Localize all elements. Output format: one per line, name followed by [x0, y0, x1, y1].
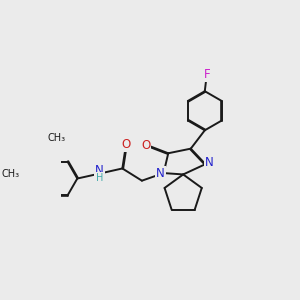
Text: H: H	[96, 173, 103, 183]
Text: N: N	[205, 156, 214, 169]
Text: N: N	[156, 167, 165, 180]
Text: O: O	[122, 138, 131, 151]
Text: N: N	[95, 164, 103, 177]
Text: CH₃: CH₃	[2, 169, 20, 179]
Text: O: O	[141, 139, 150, 152]
Text: CH₃: CH₃	[47, 133, 65, 143]
Text: F: F	[203, 68, 210, 81]
